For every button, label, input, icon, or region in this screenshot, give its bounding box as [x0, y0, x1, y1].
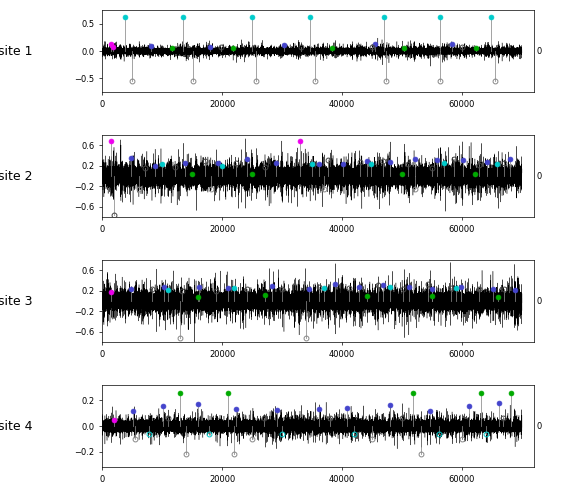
Y-axis label: site 2: site 2 [0, 169, 33, 182]
Y-axis label: site 3: site 3 [0, 295, 33, 308]
Y-axis label: site 4: site 4 [0, 419, 33, 432]
Text: 0: 0 [536, 47, 541, 56]
Text: 0: 0 [536, 421, 541, 430]
Text: 0: 0 [536, 297, 541, 306]
Text: 0: 0 [536, 171, 541, 180]
Y-axis label: site 1: site 1 [0, 45, 33, 58]
